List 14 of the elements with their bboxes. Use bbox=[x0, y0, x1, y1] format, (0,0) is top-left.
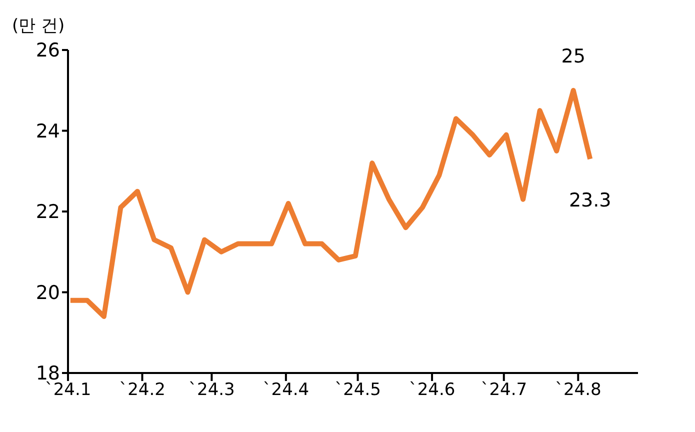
x-tick-label: `24.4 bbox=[262, 380, 310, 400]
y-axis-title: (만 건) bbox=[12, 15, 65, 37]
x-tick-label: `24.8 bbox=[554, 380, 602, 400]
x-tick-label: `24.6 bbox=[408, 380, 456, 400]
y-tick-label: 26 bbox=[36, 40, 60, 62]
y-tick-label: 22 bbox=[36, 201, 60, 224]
annotation: 25 bbox=[561, 45, 586, 68]
x-tick-label: `24.3 bbox=[188, 380, 235, 400]
annotation: 23.3 bbox=[568, 190, 612, 212]
y-tick-label: 24 bbox=[36, 120, 60, 142]
x-tick-label: `24.2 bbox=[119, 380, 166, 400]
y-tick-label: 20 bbox=[36, 282, 60, 304]
x-tick-label: `24.7 bbox=[480, 380, 528, 400]
x-tick-label: `24.5 bbox=[334, 380, 381, 400]
